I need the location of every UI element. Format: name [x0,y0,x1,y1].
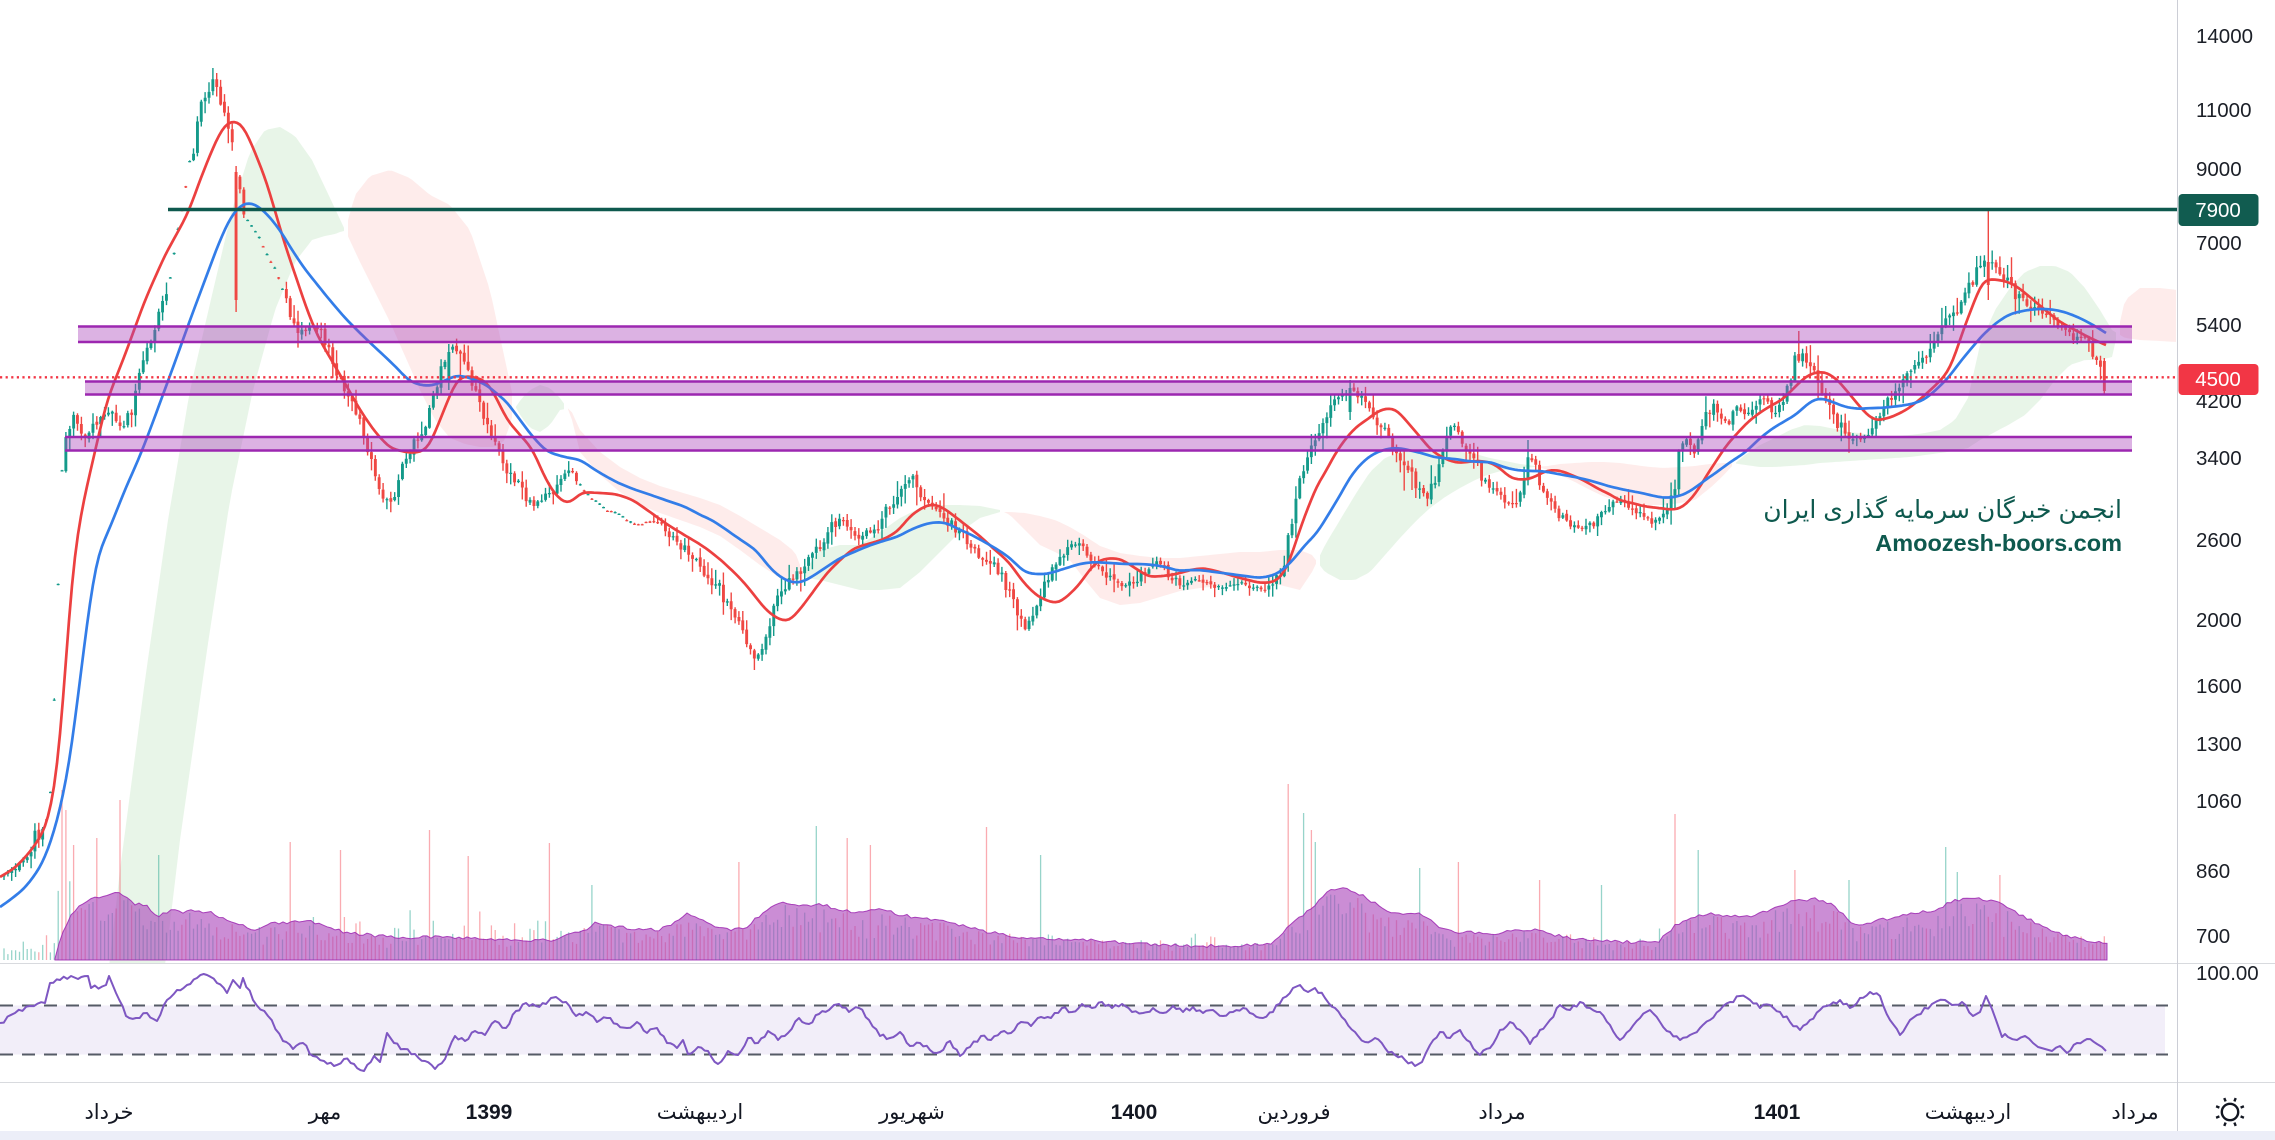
svg-text:4200: 4200 [2196,390,2242,413]
svg-text:11000: 11000 [2196,99,2251,122]
svg-text:1401: 1401 [1754,1101,1801,1124]
svg-text:مرداد: مرداد [1478,1101,1525,1124]
svg-text:1400: 1400 [1111,1101,1158,1124]
svg-text:5400: 5400 [2196,314,2242,337]
svg-text:Amoozesh-boors.com: Amoozesh-boors.com [1875,530,2122,556]
svg-text:3400: 3400 [2196,447,2242,470]
svg-text:شهریور: شهریور [878,1101,945,1124]
svg-text:اردیبهشت: اردیبهشت [657,1101,744,1124]
svg-text:1399: 1399 [466,1101,513,1124]
svg-text:7000: 7000 [2196,232,2242,255]
svg-text:7900: 7900 [2195,199,2241,222]
svg-text:انجمن خبرگان سرمایه گذاری ایرا: انجمن خبرگان سرمایه گذاری ایران [1763,495,2122,524]
svg-text:700: 700 [2196,925,2230,948]
svg-text:1300: 1300 [2196,733,2242,756]
svg-text:مرداد: مرداد [2111,1101,2158,1124]
svg-text:860: 860 [2196,860,2230,883]
svg-text:2000: 2000 [2196,609,2242,632]
svg-text:4500: 4500 [2195,368,2241,391]
svg-text:مهر: مهر [308,1101,342,1124]
svg-text:1060: 1060 [2196,790,2242,813]
svg-text:1600: 1600 [2196,675,2242,698]
svg-text:2600: 2600 [2196,529,2242,552]
svg-text:100.00: 100.00 [2196,962,2259,985]
svg-text:خرداد: خرداد [84,1101,133,1124]
svg-text:اردیبهشت: اردیبهشت [1925,1101,2012,1124]
svg-text:9000: 9000 [2196,158,2242,181]
svg-text:14000: 14000 [2196,25,2253,48]
svg-text:فروردین: فروردین [1257,1101,1330,1124]
